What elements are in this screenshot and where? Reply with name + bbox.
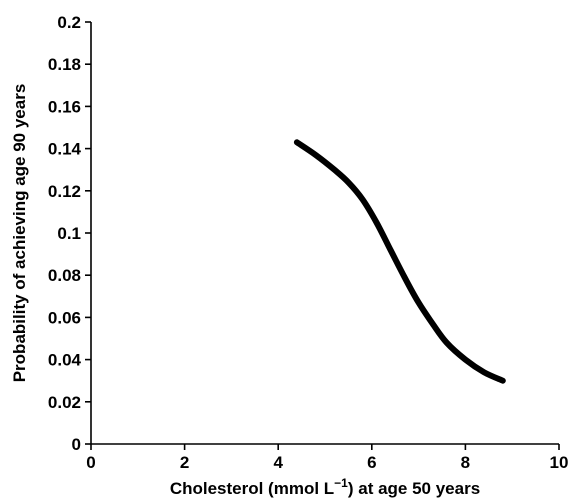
x-axis-ticks: 0 2 4 6 8 10 bbox=[86, 444, 568, 472]
plot-area: 00.020.040.060.080.10.120.140.160.180.2 … bbox=[48, 13, 569, 472]
y-tick-label: 0 bbox=[72, 435, 81, 454]
y-tick-label: 0.2 bbox=[57, 13, 81, 32]
y-tick-label: 0.1 bbox=[57, 224, 81, 243]
x-tick-label: 4 bbox=[273, 453, 283, 472]
x-axis-title-main: Cholesterol (mmol L bbox=[170, 479, 334, 498]
x-tick-label: 8 bbox=[461, 453, 470, 472]
y-tick-label: 0.14 bbox=[48, 140, 82, 159]
x-tick-label: 0 bbox=[86, 453, 95, 472]
x-axis-title-tail: ) at age 50 years bbox=[348, 479, 480, 498]
x-axis-title: Cholesterol (mmol L−1) at age 50 years bbox=[170, 476, 480, 498]
x-tick-label: 10 bbox=[550, 453, 569, 472]
x-tick-label: 6 bbox=[367, 453, 376, 472]
series-line bbox=[293, 139, 506, 384]
y-axis-title: Probability of achieving age 90 years bbox=[10, 84, 29, 383]
y-axis-ticks: 0 0.02 0.04 0.06 0.08 0.1 0.12 0.14 0.16 0.18 0.2 bbox=[48, 13, 91, 454]
x-tick-label: 2 bbox=[180, 453, 189, 472]
y-tick-label: 0.08 bbox=[48, 266, 81, 285]
y-tick-label: 0.18 bbox=[48, 55, 81, 74]
x-axis-title-superscript: −1 bbox=[334, 476, 348, 490]
y-tick-label: 0.02 bbox=[48, 393, 81, 412]
y-tick-label: 0.04 bbox=[48, 351, 82, 370]
y-tick-label: 0.12 bbox=[48, 182, 81, 201]
y-tick-label: 0.16 bbox=[48, 97, 81, 116]
y-tick-label: 0.06 bbox=[48, 308, 81, 327]
